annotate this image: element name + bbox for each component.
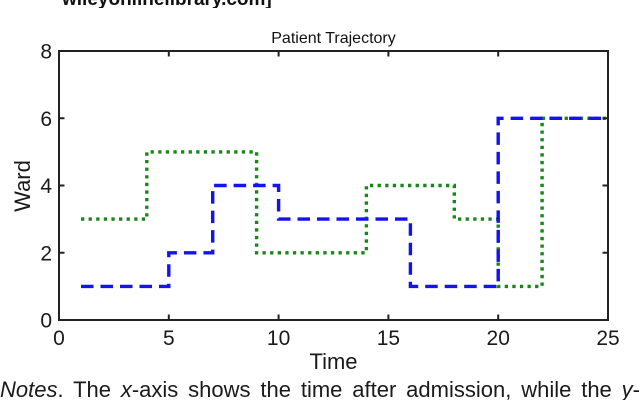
y-tick-label: 8: [40, 41, 52, 64]
notes-segment: . The: [57, 377, 121, 400]
top-caption-clipped: wileyonlinelibrary.com]: [62, 0, 342, 8]
y-tick-label: 0: [40, 310, 52, 333]
y-axis-label: Ward: [10, 160, 35, 212]
series-line-dotted: [81, 116, 608, 289]
notes-segment: -axis: [632, 377, 640, 400]
x-tick-label: 5: [163, 327, 175, 350]
notes-segment: -axis shows the time after admission, wh…: [131, 377, 622, 400]
series-line-dashed: [81, 116, 608, 289]
x-axis-label: Time: [309, 349, 357, 374]
notes-segment: Notes: [0, 377, 58, 400]
y-tick-label: 2: [40, 242, 52, 265]
figure-notes: Notes. The x-axis shows the time after a…: [0, 378, 640, 400]
x-tick-label: 0: [53, 327, 65, 350]
y-tick-label: 4: [40, 175, 52, 198]
top-caption-text: wileyonlinelibrary.com]: [62, 0, 342, 8]
notes-segment: x: [120, 377, 132, 400]
x-tick-label: 25: [596, 327, 619, 350]
y-tick-label: 6: [40, 108, 52, 131]
axes-box: [58, 50, 609, 321]
x-tick-label: 15: [377, 327, 400, 350]
x-tick-label: 20: [487, 327, 510, 350]
chart-title: Patient Trajectory: [271, 30, 396, 47]
notes-segment: y: [621, 377, 633, 400]
x-tick-label: 10: [267, 327, 290, 350]
